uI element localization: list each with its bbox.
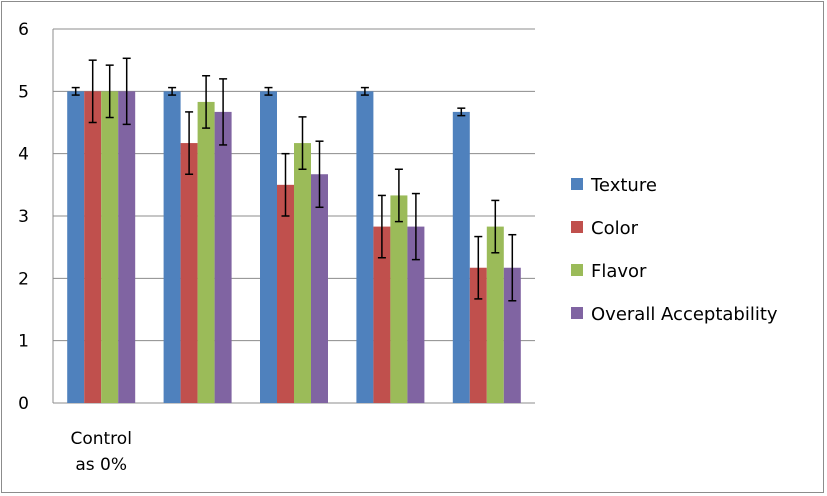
bar (311, 174, 328, 403)
legend-swatch (571, 264, 583, 276)
y-tick-label: 0 (18, 394, 29, 414)
bar (486, 226, 504, 403)
y-tick-label: 1 (18, 332, 29, 352)
bar (84, 91, 102, 403)
y-tick-label: 6 (18, 20, 29, 40)
legend-swatch (571, 178, 583, 190)
x-category-label: Control as 0% (70, 429, 131, 475)
x-axis-category-labels: Control as 0% (70, 429, 131, 475)
y-axis-tick-labels: 0 1 2 3 4 5 6 (18, 20, 29, 414)
bar (407, 226, 425, 403)
bar (197, 101, 215, 404)
legend-label: Flavor (591, 261, 647, 282)
bar (503, 267, 521, 403)
legend-label: Color (591, 218, 639, 239)
legend-swatch (571, 307, 583, 319)
legend: Texture Color Flavor Overall Acceptability (571, 175, 778, 325)
bar (469, 267, 487, 403)
bar (356, 91, 374, 403)
y-tick-label: 2 (18, 269, 29, 289)
legend-swatch (571, 221, 583, 233)
bar (277, 184, 294, 403)
bar (118, 91, 136, 403)
y-tick-label: 5 (18, 82, 29, 102)
bar (101, 91, 119, 403)
bar (294, 143, 311, 403)
bar (163, 91, 181, 403)
bar (373, 226, 391, 403)
y-tick-label: 4 (18, 145, 29, 165)
error-bars (71, 57, 517, 302)
bar (67, 91, 85, 403)
bar (260, 91, 277, 403)
bars (67, 91, 521, 404)
bar (390, 195, 408, 403)
bar (214, 111, 232, 404)
bar (452, 111, 470, 404)
legend-label: Overall Acceptability (591, 304, 778, 325)
y-tick-label: 3 (18, 207, 29, 227)
bar (180, 143, 198, 403)
legend-label: Texture (590, 175, 657, 196)
